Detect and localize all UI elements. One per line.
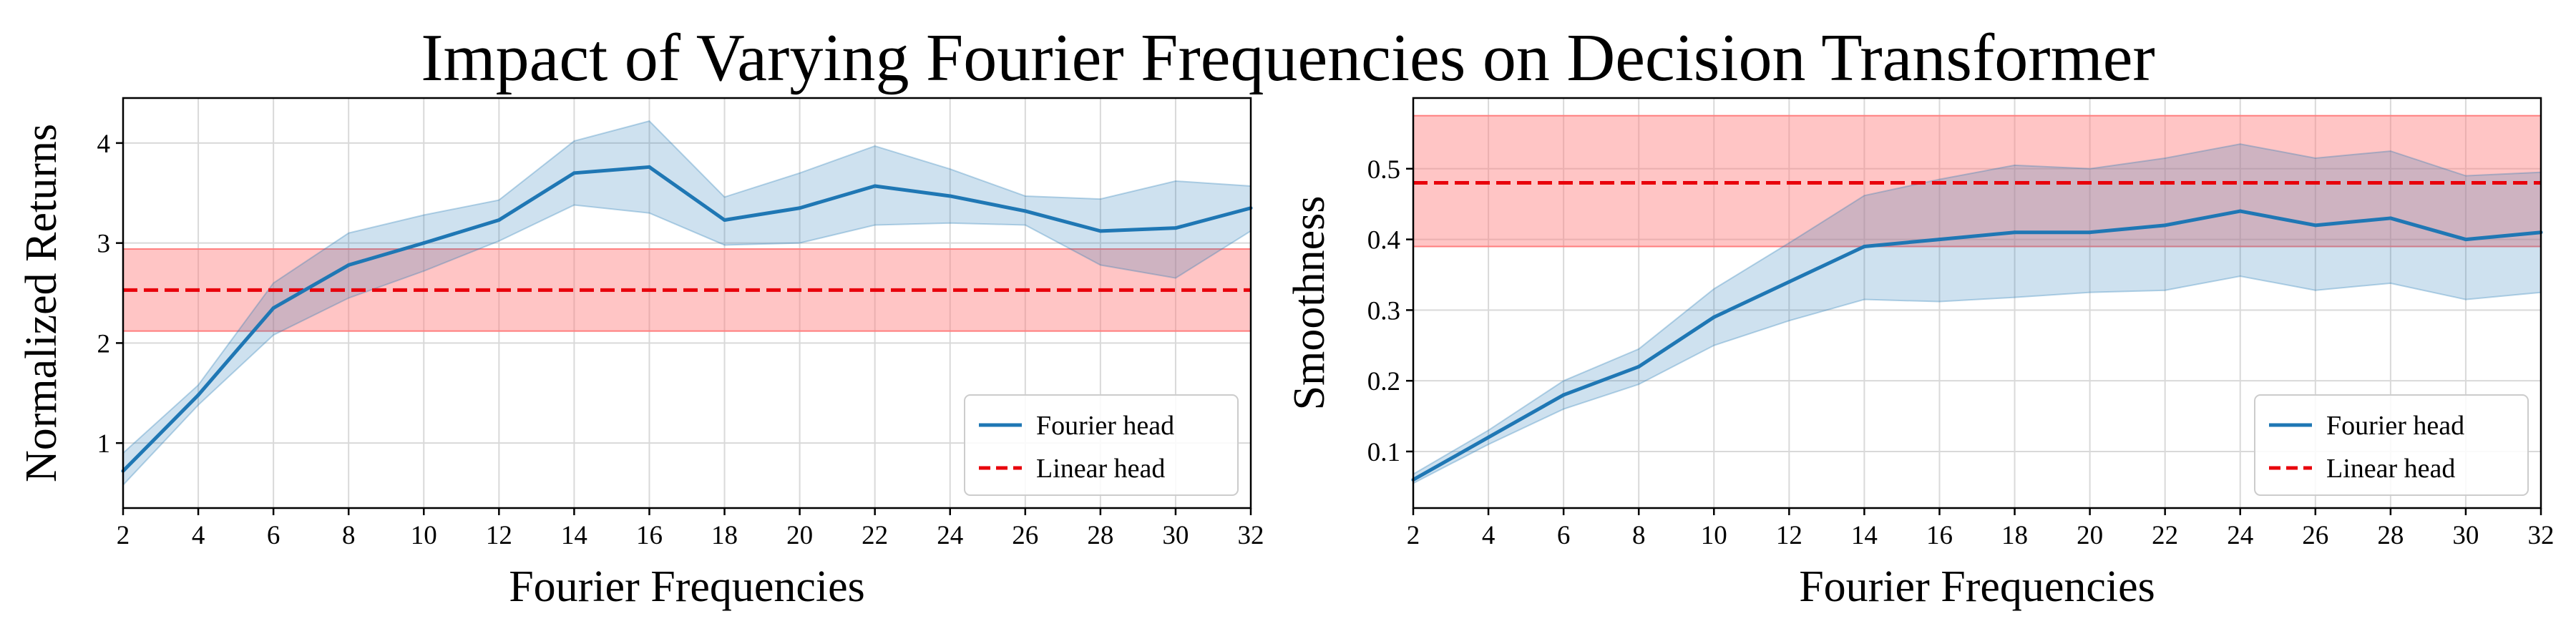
fourier-head-point bbox=[1636, 364, 1641, 369]
fourier-head-point bbox=[2163, 223, 2167, 228]
smoothness-chart: 2 4 6 8 10 12 14 16 18 20 22 24 26 28 30 320.10.20.30.4… bbox=[1285, 97, 2555, 611]
legend: Fourier head Linear head bbox=[2254, 394, 2529, 496]
fourier-head-point bbox=[2313, 223, 2318, 228]
x-tick-label: 16 bbox=[636, 521, 663, 550]
fourier-head-point bbox=[1561, 393, 1566, 397]
y-tick-label: 0.2 bbox=[1367, 367, 1400, 396]
legend-fourier-label: Fourier head bbox=[1036, 411, 1174, 441]
x-tick-label: 22 bbox=[862, 521, 888, 550]
legend-linear-label: Linear head bbox=[2326, 454, 2455, 484]
fourier-head-point bbox=[1023, 209, 1028, 213]
x-tick-label: 6 bbox=[267, 521, 280, 550]
fourier-head-point bbox=[1937, 238, 1941, 242]
fourier-head-point bbox=[196, 393, 200, 397]
x-tick-label: 20 bbox=[786, 521, 813, 550]
legend: Fourier head Linear head bbox=[964, 394, 1239, 496]
fourier-head-point bbox=[2389, 216, 2393, 220]
x-tick-label: 26 bbox=[2302, 521, 2328, 550]
y-tick-label: 0.5 bbox=[1367, 155, 1400, 185]
x-tick-label: 10 bbox=[1701, 521, 1727, 550]
fourier-head-point bbox=[1174, 226, 1178, 230]
fourier-head-point bbox=[1862, 244, 1866, 248]
figure-title: Impact of Varying Fourier Frequencies on… bbox=[421, 21, 2155, 95]
fourier-head-point bbox=[723, 218, 727, 223]
fourier-head-point bbox=[497, 218, 501, 223]
y-tick-label: 0.3 bbox=[1367, 296, 1400, 326]
y-tick-label: 0.1 bbox=[1367, 438, 1400, 467]
fourier-head-line bbox=[122, 165, 1252, 473]
x-tick-label: 16 bbox=[1926, 521, 1953, 550]
y-tick-label: 0.4 bbox=[1367, 226, 1400, 255]
fourier-head-point bbox=[1787, 280, 1791, 284]
x-axis-label: Fourier Frequencies bbox=[1799, 562, 2155, 611]
legend-box bbox=[2254, 394, 2529, 496]
fourier-head-point bbox=[2464, 238, 2468, 242]
fourier-head-point bbox=[2088, 230, 2092, 235]
x-tick-label: 14 bbox=[561, 521, 587, 550]
x-tick-label: 4 bbox=[192, 521, 205, 550]
x-tick-label: 22 bbox=[2152, 521, 2178, 550]
x-tick-label: 28 bbox=[2377, 521, 2404, 550]
x-tick-label: 2 bbox=[117, 521, 130, 550]
x-tick-label: 18 bbox=[711, 521, 738, 550]
x-tick-label: 8 bbox=[1632, 521, 1646, 550]
x-tick-label: 12 bbox=[486, 521, 512, 550]
x-tick-label: 30 bbox=[2452, 521, 2479, 550]
fourier-head-point bbox=[948, 194, 952, 198]
plot-frame bbox=[1412, 97, 2542, 509]
x-tick-label: 32 bbox=[2528, 521, 2555, 550]
x-tick-label: 24 bbox=[937, 521, 963, 550]
y-tick-label: 1 bbox=[97, 429, 111, 459]
x-tick-label: 12 bbox=[1776, 521, 1802, 550]
fourier-head-line bbox=[1412, 209, 2542, 482]
x-axis-label: Fourier Frequencies bbox=[509, 562, 865, 611]
x-tick-label: 4 bbox=[1482, 521, 1496, 550]
legend-box bbox=[964, 394, 1239, 496]
y-axis-label: Normalized Returns bbox=[17, 124, 66, 482]
x-tick-label: 18 bbox=[2001, 521, 2028, 550]
y-tick-label: 3 bbox=[97, 230, 111, 259]
fourier-head-point bbox=[346, 263, 351, 267]
legend-linear-label: Linear head bbox=[1036, 454, 1165, 484]
x-tick-label: 20 bbox=[2077, 521, 2103, 550]
y-axis-label: Smoothness bbox=[1285, 196, 1334, 411]
fourier-head-point bbox=[2013, 230, 2017, 235]
x-tick-label: 8 bbox=[342, 521, 356, 550]
x-tick-label: 2 bbox=[1407, 521, 1420, 550]
fourier-head-point bbox=[421, 241, 426, 245]
fourier-head-point bbox=[1712, 315, 1716, 319]
x-tick-label: 26 bbox=[1012, 521, 1038, 550]
fourier-head-point bbox=[271, 306, 275, 310]
x-tick-label: 28 bbox=[1087, 521, 1113, 550]
x-tick-label: 14 bbox=[1851, 521, 1878, 550]
fourier-head-point bbox=[572, 171, 576, 175]
y-tick-label: 2 bbox=[97, 329, 111, 358]
returns-chart: 2 4 6 8 10 12 14 16 18 20 22 24 26 28 30 321234Fourier … bbox=[17, 97, 1264, 611]
x-tick-label: 32 bbox=[1238, 521, 1264, 550]
fourier-head-point bbox=[1486, 435, 1491, 439]
fourier-head-point bbox=[2238, 209, 2243, 213]
x-tick-label: 6 bbox=[1557, 521, 1571, 550]
x-tick-label: 10 bbox=[411, 521, 437, 550]
x-tick-label: 30 bbox=[1162, 521, 1189, 550]
fourier-head-point bbox=[1098, 229, 1103, 233]
plot-frame bbox=[122, 97, 1252, 509]
legend-fourier-label: Fourier head bbox=[2326, 411, 2464, 441]
x-tick-label: 24 bbox=[2227, 521, 2253, 550]
fourier-head-point bbox=[647, 165, 651, 169]
fourier-head-point bbox=[873, 184, 877, 188]
fourier-head-point bbox=[798, 206, 802, 210]
y-tick-label: 4 bbox=[97, 130, 111, 159]
